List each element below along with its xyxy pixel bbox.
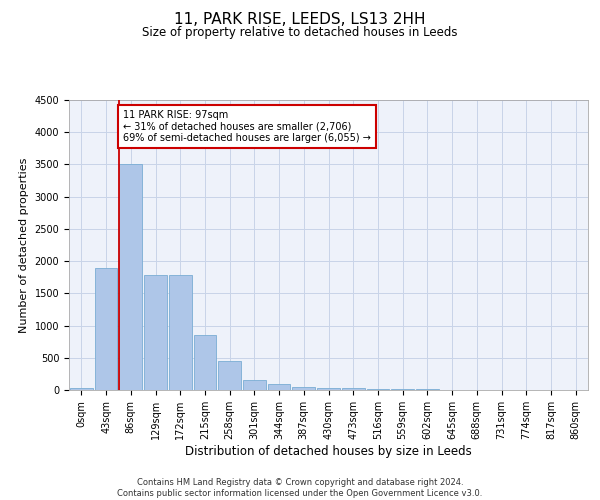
Bar: [342, 388, 365, 390]
Y-axis label: Number of detached properties: Number of detached properties: [19, 158, 29, 332]
Bar: [70, 388, 93, 390]
Bar: [218, 361, 241, 390]
Bar: [367, 389, 389, 390]
Bar: [119, 164, 142, 390]
Text: Size of property relative to detached houses in Leeds: Size of property relative to detached ho…: [142, 26, 458, 39]
Bar: [169, 276, 191, 390]
Text: Contains HM Land Registry data © Crown copyright and database right 2024.
Contai: Contains HM Land Registry data © Crown c…: [118, 478, 482, 498]
Bar: [268, 384, 290, 390]
Bar: [95, 268, 118, 390]
Text: 11, PARK RISE, LEEDS, LS13 2HH: 11, PARK RISE, LEEDS, LS13 2HH: [174, 12, 426, 28]
Text: 11 PARK RISE: 97sqm
← 31% of detached houses are smaller (2,706)
69% of semi-det: 11 PARK RISE: 97sqm ← 31% of detached ho…: [123, 110, 371, 143]
X-axis label: Distribution of detached houses by size in Leeds: Distribution of detached houses by size …: [185, 444, 472, 458]
Bar: [292, 387, 315, 390]
Bar: [317, 388, 340, 390]
Bar: [391, 389, 414, 390]
Bar: [194, 335, 216, 390]
Bar: [243, 380, 266, 390]
Bar: [144, 276, 167, 390]
